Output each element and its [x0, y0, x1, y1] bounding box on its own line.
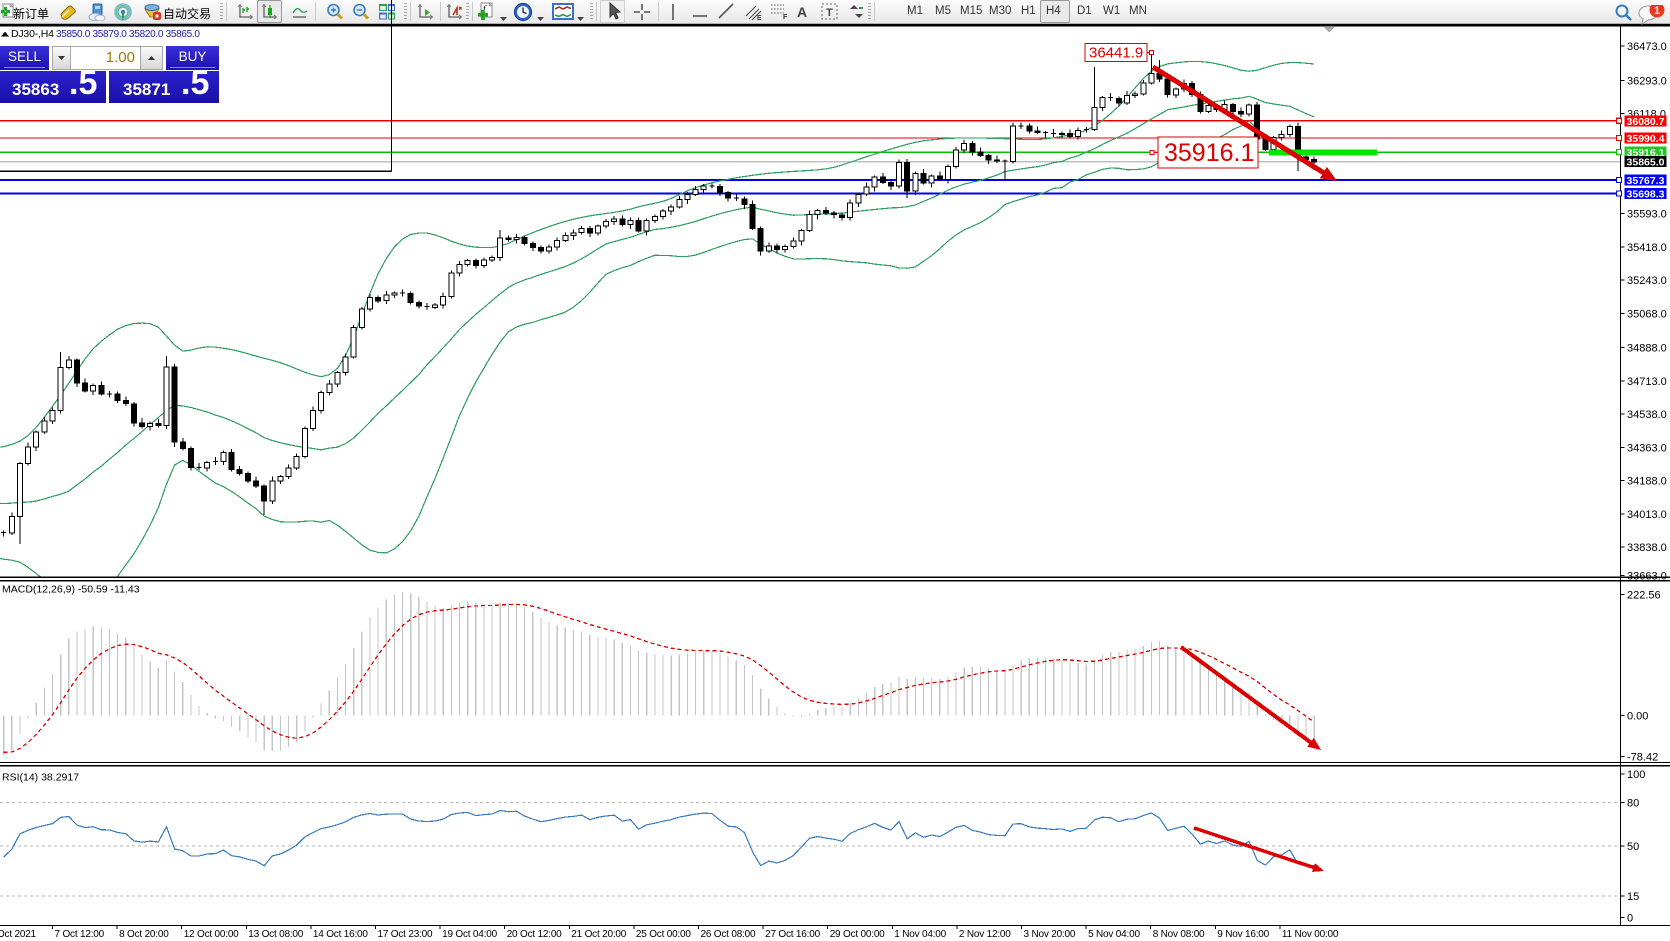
svg-text:222.56: 222.56	[1627, 589, 1661, 601]
svg-text:80: 80	[1627, 798, 1639, 810]
svg-text:8 Nov 08:00: 8 Nov 08:00	[1153, 929, 1205, 940]
svg-text:8 Oct 20:00: 8 Oct 20:00	[119, 929, 169, 940]
svg-text:7 Oct 12:00: 7 Oct 12:00	[55, 929, 105, 940]
svg-text:35916.1: 35916.1	[1164, 139, 1254, 167]
svg-text:35698.3: 35698.3	[1627, 189, 1665, 201]
svg-text:21 Oct 20:00: 21 Oct 20:00	[571, 929, 626, 940]
svg-text:36473.0: 36473.0	[1627, 41, 1667, 53]
svg-text:35865.0: 35865.0	[1627, 157, 1665, 169]
svg-text:19 Oct 04:00: 19 Oct 04:00	[442, 929, 497, 940]
svg-text:34363.0: 34363.0	[1627, 442, 1667, 454]
svg-text:3 Nov 20:00: 3 Nov 20:00	[1024, 929, 1076, 940]
svg-text:f: f	[483, 4, 487, 14]
svg-text:11 Nov 00:00: 11 Nov 00:00	[1282, 929, 1339, 940]
svg-text:E: E	[757, 15, 762, 22]
svg-text:T: T	[826, 7, 833, 19]
svg-text:26 Oct 08:00: 26 Oct 08:00	[701, 929, 756, 940]
svg-text:34013.0: 34013.0	[1627, 509, 1667, 521]
svg-text:34188.0: 34188.0	[1627, 476, 1667, 488]
svg-text:36441.9: 36441.9	[1089, 45, 1143, 62]
svg-text:RSI(14) 38.2917: RSI(14) 38.2917	[2, 772, 79, 784]
svg-text:35068.0: 35068.0	[1627, 308, 1667, 320]
svg-text:35767.3: 35767.3	[1627, 175, 1665, 187]
svg-text:17 Oct 23:00: 17 Oct 23:00	[378, 929, 433, 940]
svg-text:0: 0	[1627, 913, 1633, 925]
svg-text:25 Oct 00:00: 25 Oct 00:00	[636, 929, 691, 940]
svg-text:35850.0 35879.0 35820.0 35865.: 35850.0 35879.0 35820.0 35865.0	[56, 29, 200, 40]
svg-text:33663.0: 33663.0	[1627, 571, 1667, 583]
svg-text:36080.7: 36080.7	[1627, 116, 1665, 128]
svg-text:F: F	[783, 14, 788, 21]
svg-text:1: 1	[1654, 5, 1660, 17]
svg-text:36293.0: 36293.0	[1627, 75, 1667, 87]
svg-text:13 Oct 08:00: 13 Oct 08:00	[248, 929, 303, 940]
svg-text:15: 15	[1627, 891, 1639, 903]
svg-text:34538.0: 34538.0	[1627, 409, 1667, 421]
svg-text:DJ30-,H4: DJ30-,H4	[11, 28, 54, 40]
svg-text:35243.0: 35243.0	[1627, 275, 1667, 287]
svg-text:6 Oct 2021: 6 Oct 2021	[0, 929, 37, 940]
svg-text:5 Nov 04:00: 5 Nov 04:00	[1088, 929, 1140, 940]
svg-text:29 Oct 00:00: 29 Oct 00:00	[830, 929, 885, 940]
svg-text:35418.0: 35418.0	[1627, 242, 1667, 254]
svg-text:2 Nov 12:00: 2 Nov 12:00	[959, 929, 1011, 940]
svg-text:35593.0: 35593.0	[1627, 209, 1667, 221]
svg-text:27 Oct 16:00: 27 Oct 16:00	[765, 929, 820, 940]
svg-text:34888.0: 34888.0	[1627, 343, 1667, 355]
svg-text:0.00: 0.00	[1627, 711, 1648, 723]
svg-text:33838.0: 33838.0	[1627, 542, 1667, 554]
svg-text:MACD(12,26,9) -50.59 -11.43: MACD(12,26,9) -50.59 -11.43	[2, 584, 140, 596]
svg-text:9 Nov 16:00: 9 Nov 16:00	[1217, 929, 1269, 940]
svg-text:12 Oct 00:00: 12 Oct 00:00	[184, 929, 239, 940]
svg-text:35990.4: 35990.4	[1627, 133, 1665, 145]
svg-text:100: 100	[1627, 769, 1645, 781]
svg-text:1 Nov 04:00: 1 Nov 04:00	[894, 929, 946, 940]
svg-text:14 Oct 16:00: 14 Oct 16:00	[313, 929, 368, 940]
svg-text:34713.0: 34713.0	[1627, 376, 1667, 388]
svg-text:-78.42: -78.42	[1627, 752, 1658, 764]
svg-text:50: 50	[1627, 841, 1639, 853]
svg-text:35916.1: 35916.1	[1627, 147, 1665, 159]
svg-text:20 Oct 12:00: 20 Oct 12:00	[507, 929, 562, 940]
